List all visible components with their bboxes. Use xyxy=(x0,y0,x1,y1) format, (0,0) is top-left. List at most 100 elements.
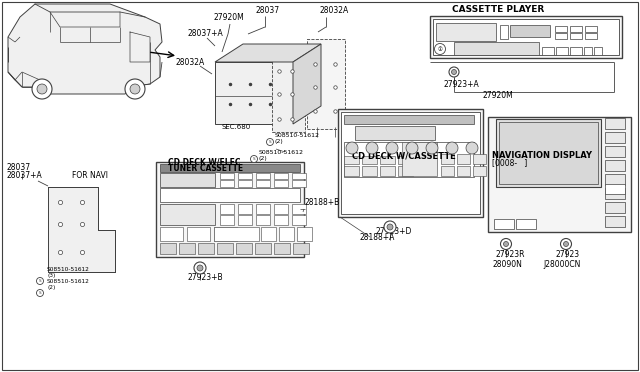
Bar xyxy=(274,180,288,187)
Circle shape xyxy=(387,224,393,230)
Text: 27923+D: 27923+D xyxy=(376,227,412,236)
Circle shape xyxy=(386,142,398,154)
Bar xyxy=(279,227,294,241)
Circle shape xyxy=(561,238,572,250)
Bar xyxy=(272,50,305,132)
Bar xyxy=(605,132,625,143)
Circle shape xyxy=(125,79,145,99)
Bar xyxy=(499,122,598,184)
Bar xyxy=(488,117,631,232)
Bar xyxy=(256,204,270,214)
Circle shape xyxy=(197,265,203,271)
Circle shape xyxy=(426,142,438,154)
Circle shape xyxy=(563,241,568,247)
Bar xyxy=(220,215,234,225)
Text: 28188+B: 28188+B xyxy=(305,198,340,207)
Bar xyxy=(355,126,435,140)
Text: 28037+A: 28037+A xyxy=(6,171,42,180)
Bar xyxy=(215,62,293,124)
Bar xyxy=(605,146,625,157)
Bar xyxy=(256,180,270,187)
Text: S08510-51612
(2): S08510-51612 (2) xyxy=(275,133,320,144)
Bar xyxy=(274,204,288,214)
Bar xyxy=(594,47,602,55)
Circle shape xyxy=(446,142,458,154)
Bar xyxy=(605,174,625,185)
Bar xyxy=(605,160,625,171)
Bar xyxy=(473,166,486,176)
Bar xyxy=(605,184,625,194)
Circle shape xyxy=(266,138,273,145)
Polygon shape xyxy=(293,44,321,124)
Text: 27920M: 27920M xyxy=(483,91,513,100)
Bar xyxy=(398,166,413,176)
Text: TUNER CASSETTE: TUNER CASSETTE xyxy=(168,164,243,173)
Bar xyxy=(198,243,214,254)
Bar xyxy=(605,216,625,227)
Bar xyxy=(570,33,582,39)
Text: 28090N: 28090N xyxy=(493,260,523,269)
Bar xyxy=(238,215,252,225)
Bar xyxy=(292,204,306,214)
Bar xyxy=(555,26,567,32)
Bar xyxy=(160,188,300,202)
Circle shape xyxy=(37,84,47,94)
Bar xyxy=(344,142,474,177)
Text: 28037+A: 28037+A xyxy=(188,29,224,38)
Text: 28037: 28037 xyxy=(6,163,30,172)
Text: 27920M: 27920M xyxy=(214,13,244,22)
Bar xyxy=(274,173,288,179)
Bar xyxy=(220,204,234,214)
Bar xyxy=(238,204,252,214)
Bar xyxy=(179,243,195,254)
Polygon shape xyxy=(8,4,162,94)
Circle shape xyxy=(406,142,418,154)
Bar xyxy=(430,16,622,58)
Circle shape xyxy=(449,67,459,77)
Bar xyxy=(510,25,550,37)
Bar xyxy=(160,227,183,241)
Text: 28188+A: 28188+A xyxy=(360,233,396,242)
Bar xyxy=(473,154,486,164)
Text: CD DECK W/CASSETTE: CD DECK W/CASSETTE xyxy=(352,151,456,160)
Text: FOR NAVI: FOR NAVI xyxy=(72,171,108,180)
Bar xyxy=(584,47,592,55)
Text: S: S xyxy=(38,279,42,283)
Circle shape xyxy=(466,142,478,154)
Bar xyxy=(516,219,536,229)
Polygon shape xyxy=(215,44,321,62)
Circle shape xyxy=(366,142,378,154)
Bar xyxy=(398,156,413,164)
Bar xyxy=(454,42,539,55)
Bar xyxy=(344,156,359,164)
Circle shape xyxy=(36,278,44,285)
Bar xyxy=(441,154,454,164)
Circle shape xyxy=(250,155,257,163)
Bar xyxy=(605,188,625,199)
Bar xyxy=(436,23,496,41)
Bar xyxy=(380,166,395,176)
Circle shape xyxy=(500,238,511,250)
Text: 28037: 28037 xyxy=(256,6,280,15)
Bar xyxy=(156,162,304,257)
Text: 27923+A: 27923+A xyxy=(444,80,480,89)
Bar xyxy=(214,227,259,241)
Circle shape xyxy=(451,70,456,74)
Bar xyxy=(555,33,567,39)
Text: CD DECK W/ELEC: CD DECK W/ELEC xyxy=(168,157,241,166)
Bar xyxy=(274,215,288,225)
Circle shape xyxy=(435,44,445,55)
Circle shape xyxy=(384,221,396,233)
Bar xyxy=(338,109,483,217)
Bar xyxy=(496,119,601,187)
Circle shape xyxy=(346,142,358,154)
Bar xyxy=(217,243,233,254)
Circle shape xyxy=(130,84,140,94)
Bar xyxy=(402,142,437,176)
Bar xyxy=(220,173,234,179)
Bar xyxy=(380,156,395,164)
Bar xyxy=(292,215,306,225)
Text: J28000CN: J28000CN xyxy=(543,260,580,269)
Bar xyxy=(160,243,176,254)
Bar xyxy=(307,39,345,129)
